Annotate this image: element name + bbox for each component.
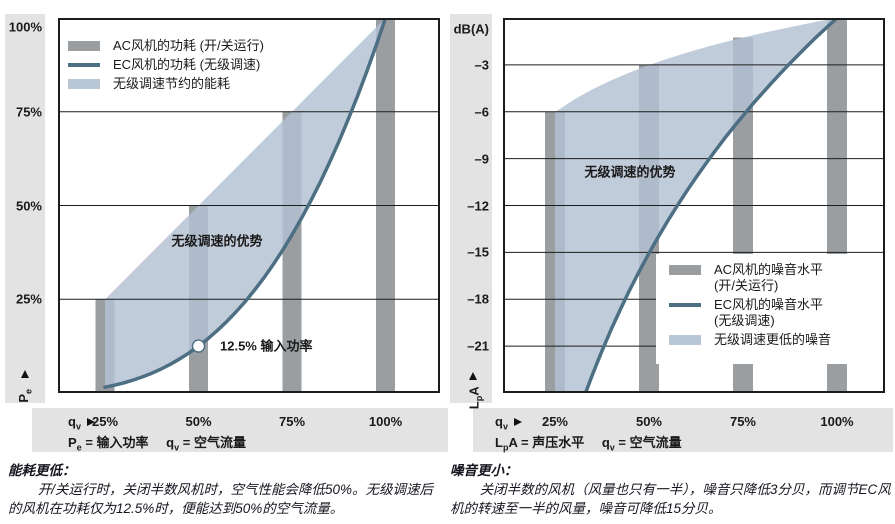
caption-heading: 能耗更低： [8,463,76,478]
noise-chart-annotation: 无级调速的优势 [584,164,676,180]
y-axis-title-text: Pe [16,388,34,403]
marker-label: 12.5% 输入功率 [220,338,313,354]
energy-caption: 能耗更低： 开/关运行时，关闭半数风机时，空气性能会降低50%。无级调速后的风机… [8,461,444,518]
variable-speed-advantage-area [105,18,386,388]
noise-chart-y-axis-strip [450,14,492,403]
legend-label: EC风机的噪音水平 (无级调速) [714,297,824,328]
power-chart-y-axis-strip [5,14,45,403]
legend-item: EC风机的噪音水平 (无级调速) [669,297,873,329]
y-tick-label: –12 [467,198,489,213]
x-tick-label: 75% [729,414,756,429]
legend-label: 无级调速节约的能耗 [113,76,231,91]
legend-swatch-area [68,79,100,89]
up-arrow-icon [469,372,477,380]
x-tick-label: 50% [635,414,662,429]
power-chart-legend: AC风机的功耗 (开/关运行) EC风机的功耗 (无级调速) 无级调速节约的能耗 [68,38,264,95]
x-tick-label: 100% [820,414,854,429]
right-arrow-icon [513,418,522,426]
right-arrow-icon [86,418,95,426]
power-y-axis-title: Pe [16,370,34,405]
x-tick-label: 25% [91,414,119,429]
noise-y-axis-title: LpA [464,372,485,410]
y-tick-label: 100% [8,19,42,35]
caption-heading: 噪音更小： [450,463,518,478]
y-tick-label: –6 [474,104,489,120]
y-tick-label: dB(A) [453,21,489,37]
plot-border [503,18,885,393]
power-axis-definitions: Pe = 输入功率 qv = 空气流量 [68,435,246,453]
plot-border [58,18,440,393]
y-tick-label: –3 [474,57,489,73]
ec-curve [103,18,388,389]
x-tick-label: 50% [185,414,212,429]
legend-swatch-line [669,303,701,307]
power-chart-x-axis-strip [32,408,448,452]
noise-x-axis-name: qv [495,414,522,432]
noise-chart-legend: AC风机的噪音水平 (开/关运行) EC风机的噪音水平 (无级调速) 无级调速更低的噪音 [656,254,883,364]
y-tick-label: –21 [467,338,489,354]
legend-label: AC风机的噪音水平 (开/关运行) [714,262,824,293]
y-axis-title-text: LpA [466,386,485,410]
x-tick-label: 100% [368,414,403,429]
legend-item: 无级调速更低的噪音 [669,332,873,348]
up-arrow-icon [21,370,29,378]
legend-item: 无级调速节约的能耗 [68,76,264,92]
power-chart-annotation: 无级调速的优势 [171,233,263,249]
legend-swatch-bar [68,41,100,51]
power-chart-plot [58,18,440,393]
y-tick-label: 25% [15,291,42,307]
caption-body: 开/关运行时，关闭半数风机时，空气性能会降低50%。无级调速后的风机在功耗仅为1… [8,482,433,516]
legend-swatch-bar [669,265,701,275]
legend-swatch-line [68,63,100,67]
noise-chart-x-axis-strip [473,408,893,452]
x-tick-label: 75% [278,414,306,429]
legend-label: EC风机的功耗 (无级调速) [113,57,261,72]
legend-label: AC风机的功耗 (开/关运行) [113,38,264,53]
noise-caption: 噪音更小： 关闭半数的风机（风量也只有一半），噪音只降低3分贝，而调节EC风机的… [450,461,892,518]
legend-item: EC风机的功耗 (无级调速) [68,57,264,73]
power-x-axis-name: qv [68,414,95,432]
y-tick-label: –15 [467,244,489,260]
y-tick-label: –18 [467,291,489,307]
legend-item: AC风机的功耗 (开/关运行) [68,38,264,54]
y-tick-label: –9 [474,151,489,167]
caption-body: 关闭半数的风机（风量也只有一半），噪音只降低3分贝，而调节EC风机的转速至一半的… [450,482,891,516]
x-tick-label: 25% [541,414,568,429]
y-tick-label: 50% [15,198,42,213]
legend-swatch-area [669,335,701,345]
y-tick-label: 75% [15,104,42,120]
legend-item: AC风机的噪音水平 (开/关运行) [669,262,873,294]
legend-label: 无级调速更低的噪音 [714,332,832,347]
ec-curve [583,18,839,393]
marker-dot [191,339,206,353]
noise-axis-definitions: LpA = 声压水平 qv = 空气流量 [495,435,682,453]
